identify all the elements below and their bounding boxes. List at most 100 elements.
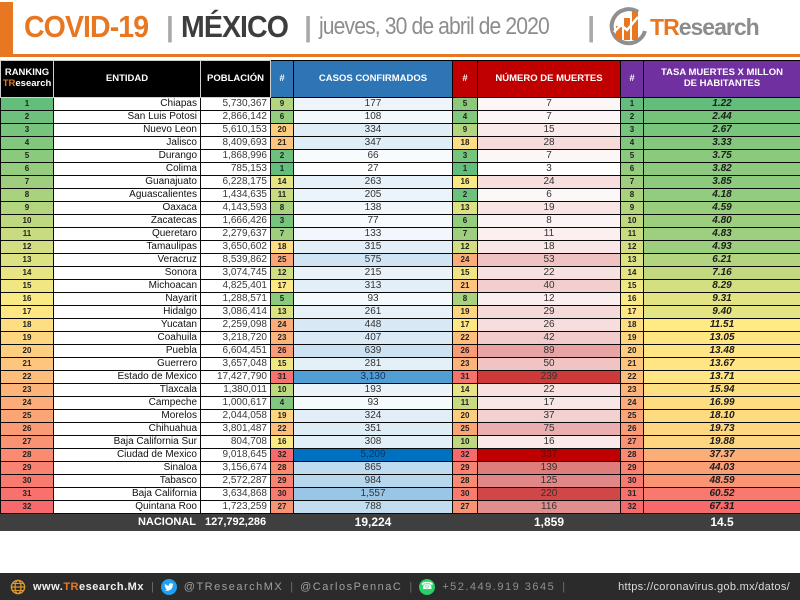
tasa-cell: 7.16 [643, 266, 800, 280]
casos-rank-cell: 15 [270, 357, 294, 371]
entidad-cell: Sinaloa [53, 461, 201, 475]
ranking-cell: 8 [0, 188, 54, 202]
tasa-cell: 4.83 [643, 227, 800, 241]
table-row: 16 Nayarit 1,288,571 5 93 8 12 16 9.31 [0, 292, 800, 306]
casos-cell: 3,130 [293, 370, 453, 384]
tasa-cell: 67.31 [643, 500, 800, 514]
entidad-cell: Michoacan [53, 279, 201, 293]
muertes-rank-cell: 21 [452, 279, 478, 293]
entidad-cell: Coahuila [53, 331, 201, 345]
ranking-cell: 28 [0, 448, 54, 462]
casos-cell: 263 [293, 175, 453, 189]
casos-rank-cell: 26 [270, 344, 294, 358]
casos-rank-cell: 3 [270, 214, 294, 228]
entidad-cell: Oaxaca [53, 201, 201, 215]
poblacion-cell: 8,409,693 [200, 136, 271, 150]
muertes-cell: 220 [477, 487, 621, 501]
casos-rank-cell: 22 [270, 422, 294, 436]
ranking-cell: 2 [0, 110, 54, 124]
casos-rank-cell: 21 [270, 136, 294, 150]
table-header: RANKING TResearch ENTIDAD POBLACIÓN # CA… [0, 60, 800, 98]
tasa-cell: 4.59 [643, 201, 800, 215]
casos-rank-cell: 27 [270, 500, 294, 514]
casos-cell: 315 [293, 240, 453, 254]
poblacion-cell: 2,044,058 [200, 409, 271, 423]
muertes-cell: 7 [477, 110, 621, 124]
col-header-muertes-rank: # [452, 60, 478, 98]
poblacion-cell: 5,730,367 [200, 97, 271, 111]
tasa-rank-cell: 6 [620, 162, 644, 176]
muertes-cell: 12 [477, 292, 621, 306]
muertes-rank-cell: 24 [452, 253, 478, 267]
casos-rank-cell: 6 [270, 110, 294, 124]
nacional-row: NACIONAL 127,792,286 19,224 1,859 14.5 [0, 513, 800, 531]
entidad-cell: Hidalgo [53, 305, 201, 319]
ranking-cell: 12 [0, 240, 54, 254]
muertes-rank-cell: 26 [452, 344, 478, 358]
poblacion-cell: 3,650,602 [200, 240, 271, 254]
muertes-rank-cell: 1 [452, 162, 478, 176]
ranking-cell: 27 [0, 435, 54, 449]
casos-cell: 138 [293, 201, 453, 215]
tresearch-logo-icon [609, 7, 647, 46]
casos-cell: 93 [293, 396, 453, 410]
tasa-cell: 3.82 [643, 162, 800, 176]
tasa-rank-cell: 7 [620, 175, 644, 189]
casos-rank-cell: 14 [270, 175, 294, 189]
casos-cell: 865 [293, 461, 453, 475]
tasa-rank-cell: 17 [620, 305, 644, 319]
entidad-cell: Tabasco [53, 474, 201, 488]
entidad-cell: Tlaxcala [53, 383, 201, 397]
entidad-cell: Ciudad de Mexico [53, 448, 201, 462]
muertes-rank-cell: 27 [452, 500, 478, 514]
tasa-cell: 2.44 [643, 110, 800, 124]
separator: | [290, 580, 294, 593]
muertes-cell: 7 [477, 149, 621, 163]
casos-rank-cell: 9 [270, 97, 294, 111]
entidad-cell: Baja California [53, 487, 201, 501]
page-header: COVID-19 | MÉXICO | jueves, 30 de abril … [0, 0, 800, 57]
entidad-cell: Durango [53, 149, 201, 163]
col-header-casos-rank: # [270, 60, 294, 98]
casos-rank-cell: 29 [270, 474, 294, 488]
tasa-cell: 9.40 [643, 305, 800, 319]
casos-rank-cell: 12 [270, 266, 294, 280]
tasa-rank-cell: 32 [620, 500, 644, 514]
tasa-rank-cell: 31 [620, 487, 644, 501]
tasa-rank-cell: 3 [620, 123, 644, 137]
personal-handle: @CarlosPennaC [300, 580, 403, 593]
col-header-poblacion: POBLACIÓN [200, 60, 271, 98]
casos-rank-cell: 2 [270, 149, 294, 163]
poblacion-cell: 1,000,617 [200, 396, 271, 410]
tasa-cell: 2.67 [643, 123, 800, 137]
entidad-cell: Zacatecas [53, 214, 201, 228]
table-row: 29 Sinaloa 3,156,674 28 865 29 139 29 44.03 [0, 461, 800, 475]
ranking-cell: 20 [0, 344, 54, 358]
casos-cell: 1,557 [293, 487, 453, 501]
table-row: 9 Oaxaca 4,143,593 8 138 13 19 9 4.59 [0, 201, 800, 215]
poblacion-cell: 1,380,011 [200, 383, 271, 397]
muertes-cell: 337 [477, 448, 621, 462]
region-title: MÉXICO [180, 9, 289, 44]
tasa-cell: 1.22 [643, 97, 800, 111]
casos-rank-cell: 24 [270, 318, 294, 332]
ranking-cell: 5 [0, 149, 54, 163]
ranking-cell: 18 [0, 318, 54, 332]
tasa-rank-cell: 13 [620, 253, 644, 267]
table-row: 32 Quintana Roo 1,723,259 27 788 27 116 32 67.31 [0, 500, 800, 514]
entidad-cell: Aguascalientes [53, 188, 201, 202]
muertes-cell: 22 [477, 383, 621, 397]
muertes-rank-cell: 18 [452, 136, 478, 150]
tasa-rank-cell: 15 [620, 279, 644, 293]
casos-rank-cell: 11 [270, 188, 294, 202]
tasa-rank-cell: 22 [620, 370, 644, 384]
tasa-rank-cell: 20 [620, 344, 644, 358]
separator: | [304, 11, 312, 42]
tasa-cell: 13.48 [643, 344, 800, 358]
tasa-cell: 13.71 [643, 370, 800, 384]
tresearch-logo: TR esearch [604, 4, 760, 50]
table-row: 1 Chiapas 5,730,367 9 177 5 7 1 1.22 [0, 97, 800, 111]
tasa-rank-cell: 8 [620, 188, 644, 202]
muertes-rank-cell: 28 [452, 474, 478, 488]
muertes-cell: 53 [477, 253, 621, 267]
